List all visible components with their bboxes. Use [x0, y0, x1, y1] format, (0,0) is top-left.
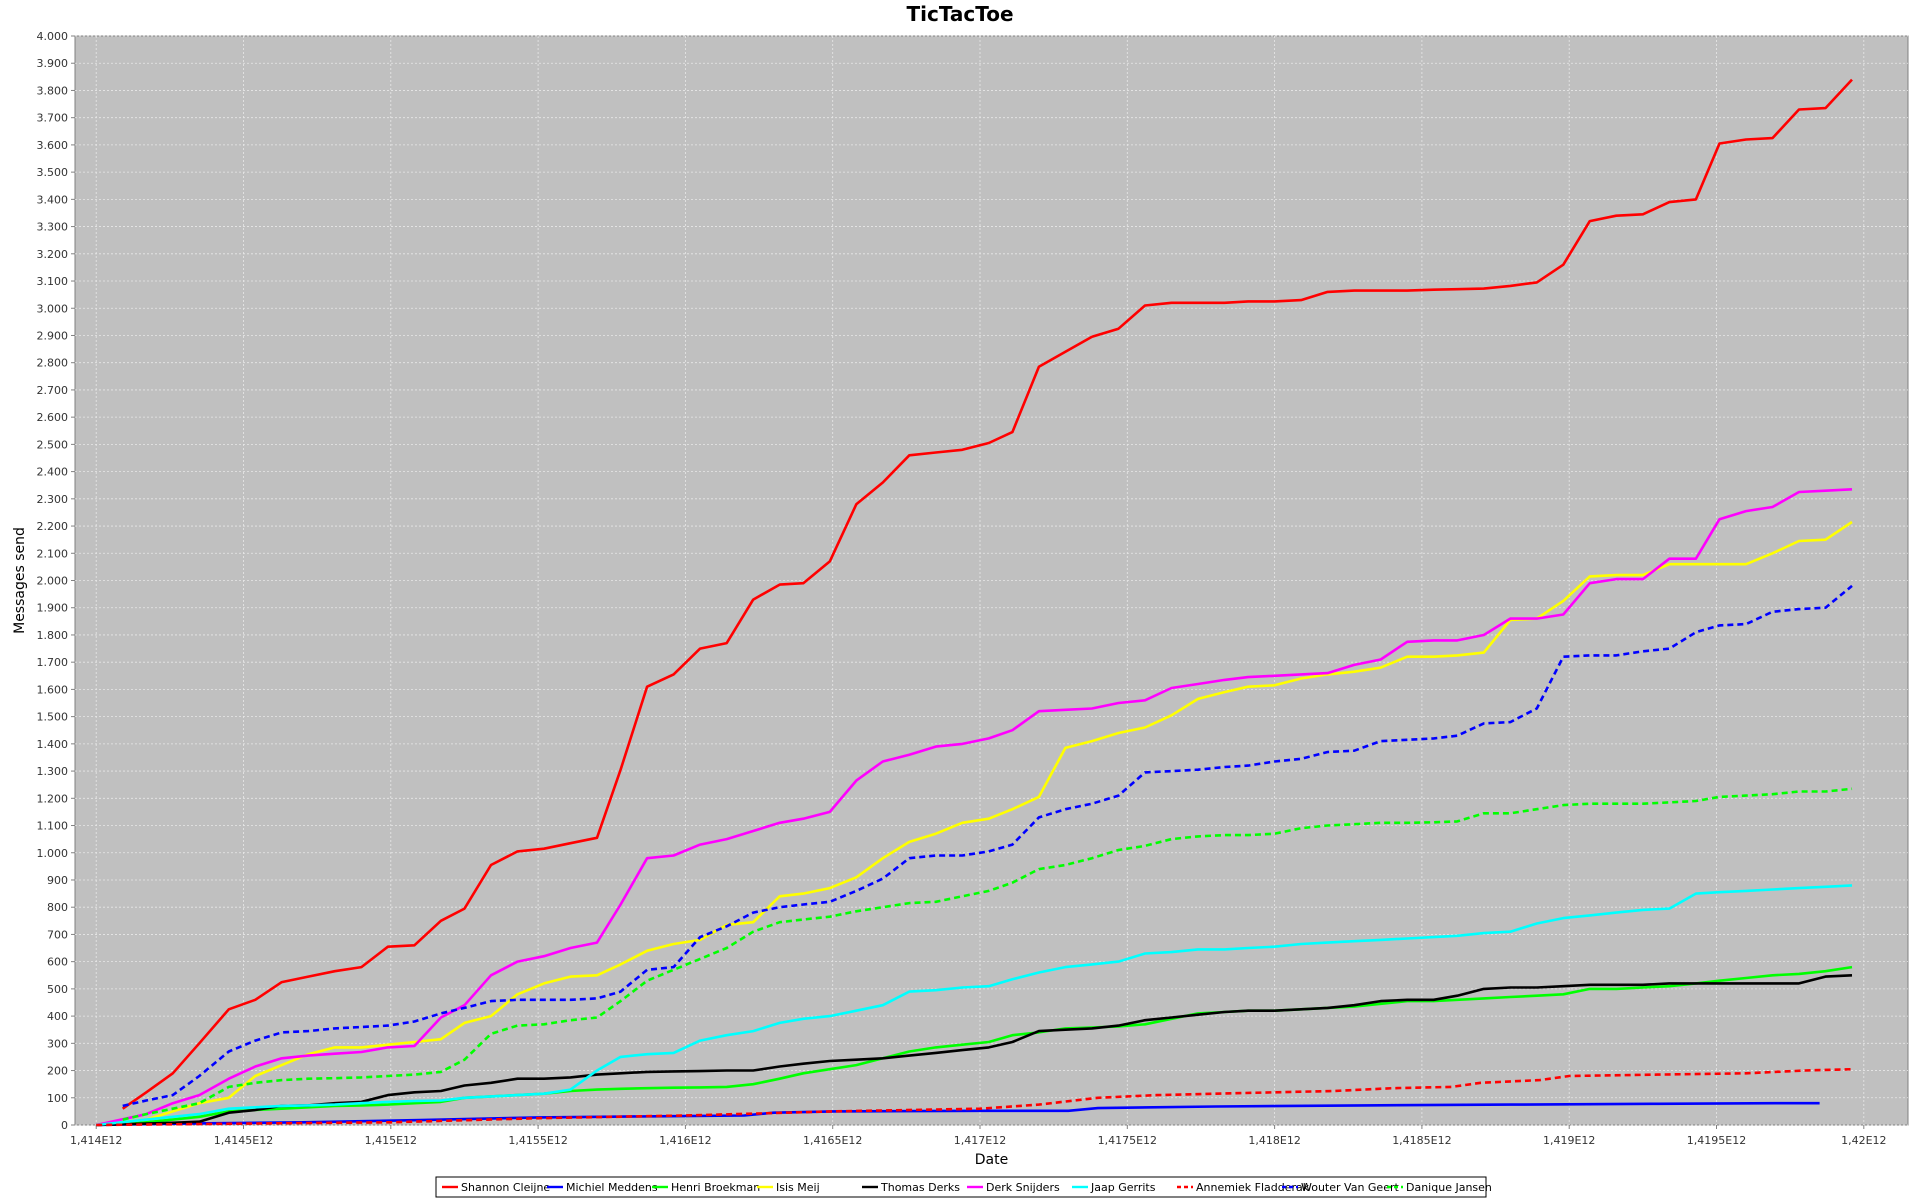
x-tick-label: 1,414E12: [70, 1134, 122, 1147]
legend-item-label: Thomas Derks: [880, 1181, 960, 1194]
y-tick-label: 1.700: [37, 656, 69, 669]
legend-item-label: Annemiek Fladderak: [1196, 1181, 1310, 1194]
series-line-7: [96, 1067, 1853, 1127]
chart-title: TicTacToe: [906, 2, 1013, 26]
series-lines: [95, 78, 1853, 1127]
x-axis-title: Date: [975, 1152, 1008, 1168]
y-tick-label: 1.600: [37, 683, 69, 696]
y-tick-label: 400: [47, 1010, 68, 1023]
y-tick-label: 3.000: [37, 302, 69, 315]
axes: 0 100 200 300 400 500 600 700 800 900 1.000 1.100 1.…: [37, 30, 1887, 1147]
y-tick-label: 2.900: [37, 329, 69, 342]
x-tick-label: 1,4145E12: [214, 1134, 273, 1147]
y-tick-label: 2.200: [37, 520, 69, 533]
y-tick-label: 3.500: [37, 166, 69, 179]
legend-item-label: Wouter Van Geert: [1301, 1181, 1399, 1194]
y-tick-label: 0: [61, 1119, 68, 1132]
x-tick-label: 1,4185E12: [1392, 1134, 1451, 1147]
y-tick-label: 300: [47, 1037, 68, 1050]
y-tick-label: 1.800: [37, 629, 69, 642]
y-tick-label: 3.700: [37, 112, 69, 125]
y-tick-label: 900: [47, 874, 68, 887]
y-tick-label: 700: [47, 928, 68, 941]
y-tick-label: 1.400: [37, 738, 69, 751]
x-tick-label: 1,4195E12: [1687, 1134, 1746, 1147]
x-tick-label: 1,415E12: [365, 1134, 417, 1147]
x-tick-label: 1,4175E12: [1098, 1134, 1157, 1147]
y-tick-label: 4.000: [37, 30, 69, 43]
y-tick-label: 100: [47, 1092, 68, 1105]
y-axis-title: Messages send: [12, 527, 28, 634]
y-tick-label: 1.900: [37, 602, 69, 615]
y-tick-label: 500: [47, 983, 68, 996]
y-tick-label: 3.100: [37, 275, 69, 288]
y-tick-label: 2.700: [37, 384, 69, 397]
y-tick-label: 1.100: [37, 820, 69, 833]
series-line-4: [96, 974, 1853, 1127]
x-tick-label: 1,4155E12: [508, 1134, 567, 1147]
legend-item-label: Jaap Gerrits: [1090, 1181, 1156, 1194]
series-line-6: [96, 884, 1853, 1127]
legend-item-label: Michiel Meddens: [566, 1181, 658, 1194]
legend-item-label: Henri Broekman: [671, 1181, 760, 1194]
y-tick-label: 3.900: [37, 57, 69, 70]
legend: Shannon Cleijne Michiel Meddens Henri Broe…: [435, 1176, 1492, 1198]
legend-item-label: Derk Snijders: [986, 1181, 1060, 1194]
y-tick-label: 2.600: [37, 411, 69, 424]
series-line-0: [121, 78, 1853, 1110]
series-line-3: [96, 520, 1853, 1127]
y-tick-label: 2.800: [37, 357, 69, 370]
y-tick-label: 1.500: [37, 711, 69, 724]
legend-box: [435, 1176, 1487, 1198]
series-line-2: [96, 965, 1853, 1127]
x-tick-label: 1,419E12: [1543, 1134, 1595, 1147]
legend-item-label: Danique Jansen: [1406, 1181, 1492, 1194]
y-tick-label: 1.200: [37, 792, 69, 805]
legend-item-label: Shannon Cleijne: [461, 1181, 550, 1194]
y-tick-label: 3.200: [37, 248, 69, 261]
x-tick-label: 1,418E12: [1248, 1134, 1300, 1147]
y-tick-label: 800: [47, 901, 68, 914]
series-line-8: [122, 584, 1853, 1108]
y-tick-label: 3.600: [37, 139, 69, 152]
x-tick-label: 1,4165E12: [803, 1134, 862, 1147]
y-tick-label: 1.000: [37, 847, 69, 860]
y-tick-label: 2.400: [37, 466, 69, 479]
y-tick-label: 600: [47, 956, 68, 969]
y-tick-label: 2.300: [37, 493, 69, 506]
x-tick-label: 1,42E12: [1841, 1134, 1886, 1147]
series-line-5: [95, 488, 1853, 1127]
y-tick-label: 2.100: [37, 547, 69, 560]
x-tick-label: 1,416E12: [659, 1134, 711, 1147]
legend-item-label: Isis Meij: [776, 1181, 820, 1194]
y-tick-label: 2.000: [37, 575, 69, 588]
y-tick-label: 3.400: [37, 193, 69, 206]
y-tick-label: 1.300: [37, 765, 69, 778]
y-tick-label: 3.300: [37, 221, 69, 234]
y-tick-label: 200: [47, 1065, 68, 1078]
x-tick-label: 1,417E12: [954, 1134, 1006, 1147]
y-tick-label: 2.500: [37, 438, 69, 451]
y-tick-label: 3.800: [37, 84, 69, 97]
series-line-9: [122, 787, 1853, 1121]
